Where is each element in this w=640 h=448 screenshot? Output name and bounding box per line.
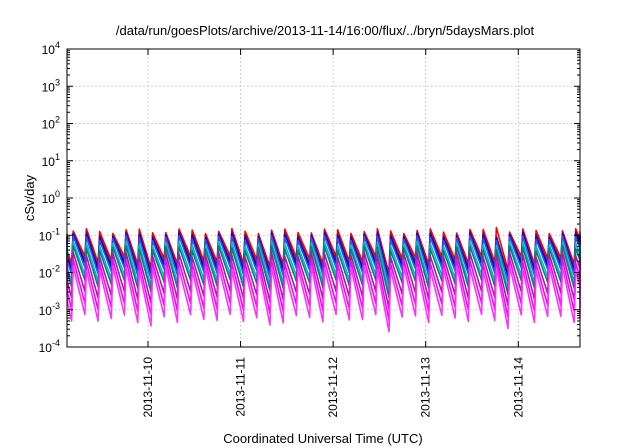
series-line	[66, 226, 581, 275]
axes: 10-4 10-3 10-2 10-1 100 101 102 103 104 2013-11-1…	[39, 40, 580, 418]
series-line	[66, 234, 581, 286]
series-line	[66, 265, 581, 333]
y-tick-label: 10-1	[39, 226, 60, 243]
series-line	[66, 258, 581, 322]
series-layer	[66, 226, 581, 333]
x-tick-label: 2013-11-12	[326, 357, 340, 418]
x-tick-label: 2013-11-13	[419, 357, 433, 418]
x-axis-label: Coordinated Universal Time (UTC)	[223, 431, 422, 446]
y-tick-label: 10-4	[39, 338, 60, 355]
x-tick-label: 2013-11-10	[141, 357, 155, 418]
series-line	[66, 240, 581, 293]
series-line	[66, 245, 581, 299]
y-tick-label: 104	[42, 40, 60, 57]
y-tick-label: 10-3	[39, 301, 60, 318]
y-axis-label: cSv/day	[22, 174, 37, 221]
x-tick-label: 2013-11-11	[234, 357, 248, 417]
y-tick-label: 10-2	[39, 264, 60, 281]
chart-title: /data/run/goesPlots/archive/2013-11-14/1…	[116, 23, 535, 38]
y-tick-label: 102	[42, 115, 60, 132]
x-tick-label: 2013-11-14	[511, 357, 525, 418]
y-tick-label: 103	[42, 77, 60, 94]
y-tick-label: 101	[42, 152, 60, 169]
series-line	[66, 251, 581, 310]
y-tick-label: 100	[42, 189, 60, 206]
